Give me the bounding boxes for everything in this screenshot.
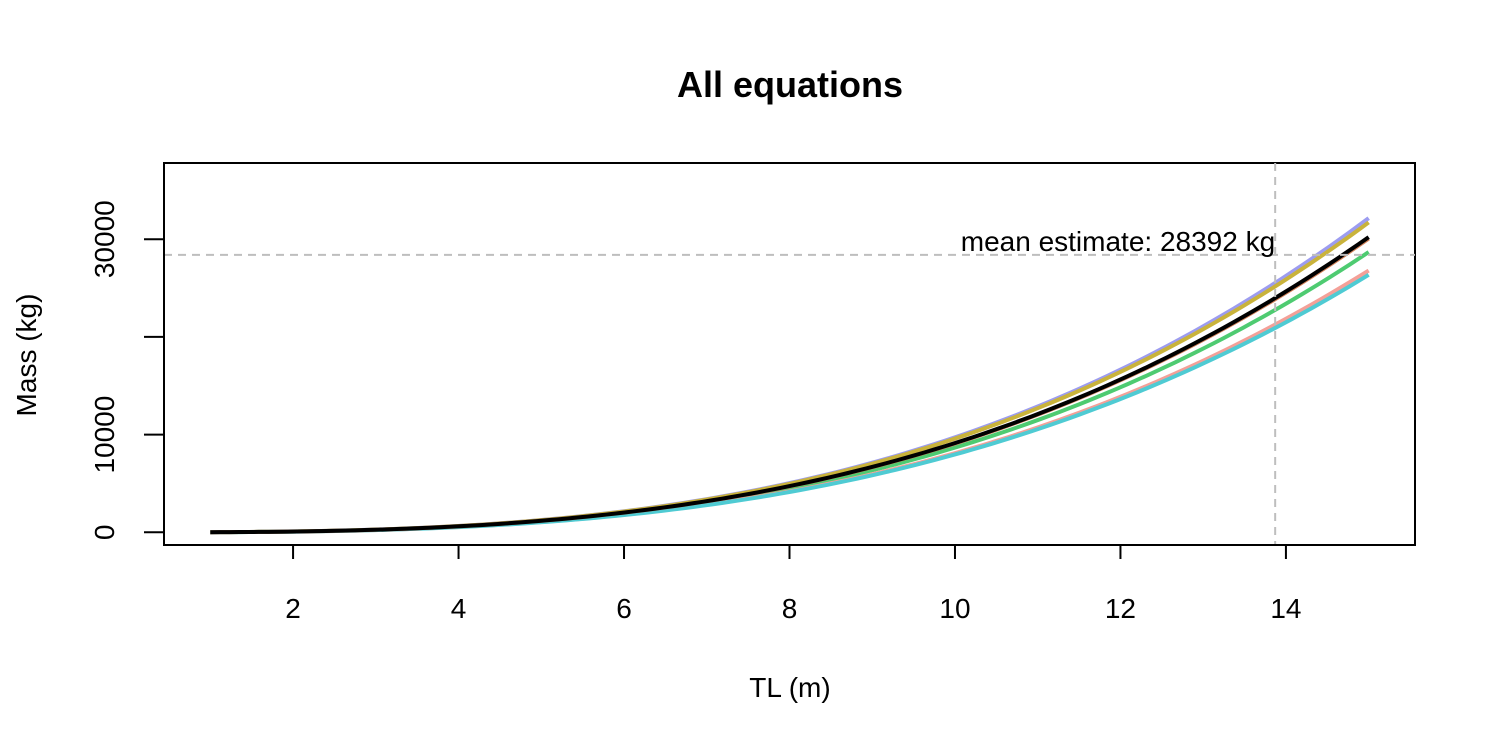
x-tick-label: 12 (1105, 593, 1136, 624)
series-line-6 (210, 236, 1370, 535)
mean-estimate-label: mean estimate: 28392 kg (961, 226, 1275, 257)
x-tick-label: 4 (451, 593, 467, 624)
y-tick-label: 0 (89, 525, 120, 541)
series-line-5 (210, 273, 1370, 535)
y-tick-label: 10000 (89, 396, 120, 474)
y-axis-label: Mass (kg) (11, 294, 42, 417)
x-tick-label: 8 (782, 593, 798, 624)
chart-title: All equations (677, 64, 903, 105)
x-axis-label: TL (m) (749, 672, 830, 703)
plot-area: mean estimate: 28392 kg 2 4 6 8 10 12 14 0 10000 3… (89, 162, 1416, 624)
x-tick-label: 10 (939, 593, 970, 624)
x-tick-label: 6 (616, 593, 632, 624)
x-tick-label: 14 (1270, 593, 1301, 624)
series-line-mean (210, 235, 1370, 535)
y-tick-label: 30000 (89, 200, 120, 278)
x-tick-label: 2 (285, 593, 301, 624)
